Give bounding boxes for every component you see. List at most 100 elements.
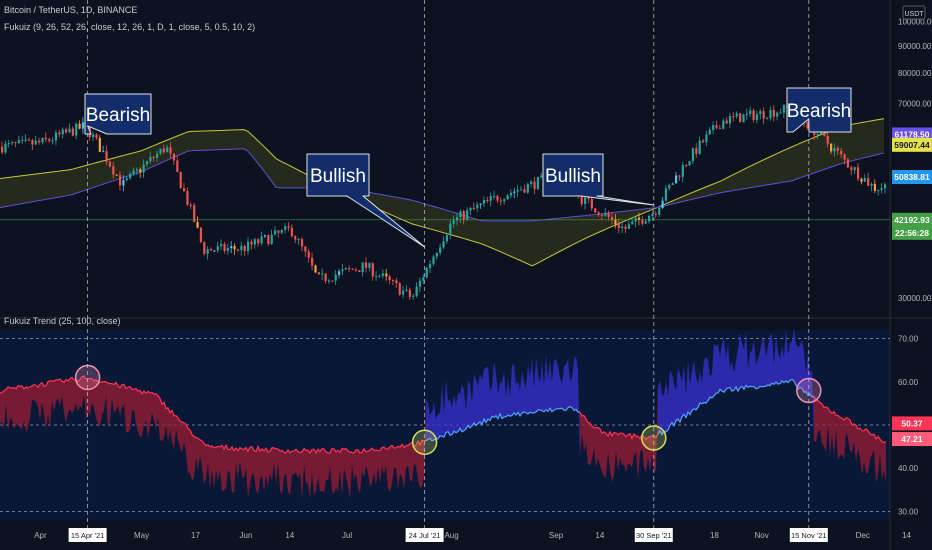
ichimoku-cloud bbox=[0, 118, 885, 267]
candle bbox=[698, 140, 701, 154]
candle bbox=[304, 246, 307, 252]
candle bbox=[1, 146, 4, 153]
candle bbox=[317, 272, 320, 275]
candle bbox=[98, 137, 101, 152]
candle bbox=[688, 161, 691, 166]
time-tick-highlight bbox=[789, 528, 828, 542]
candle bbox=[240, 245, 243, 251]
candle bbox=[604, 213, 607, 216]
candle bbox=[102, 151, 105, 153]
candle bbox=[135, 169, 138, 171]
candle bbox=[172, 153, 176, 161]
price-tick-label: 100000.00 bbox=[898, 18, 932, 27]
candle bbox=[621, 226, 624, 228]
candle bbox=[442, 241, 445, 248]
candle bbox=[54, 132, 58, 141]
candle bbox=[466, 210, 469, 220]
time-tick-label: Dec bbox=[856, 531, 870, 540]
candle bbox=[44, 137, 48, 140]
candle bbox=[354, 269, 358, 271]
candle bbox=[24, 139, 27, 141]
candle bbox=[277, 230, 280, 233]
candle bbox=[314, 265, 317, 273]
candle bbox=[695, 148, 698, 154]
time-tick-label: 30 Sep '21 bbox=[636, 531, 672, 540]
countdown-label-box bbox=[892, 225, 932, 240]
price-tick-label: 70000.00 bbox=[898, 100, 932, 109]
candle bbox=[755, 114, 759, 120]
time-tick-label: Jul bbox=[342, 531, 352, 540]
time-tick-label: Apr bbox=[34, 531, 47, 540]
callout-bearish bbox=[84, 93, 152, 135]
candle bbox=[482, 199, 486, 204]
candle bbox=[584, 197, 587, 204]
candle bbox=[853, 167, 856, 171]
candle bbox=[759, 111, 762, 115]
last-price-label: 50838.81 bbox=[894, 172, 930, 182]
candle bbox=[590, 199, 593, 209]
candle bbox=[334, 274, 337, 281]
candle bbox=[742, 114, 745, 123]
candle bbox=[247, 241, 250, 252]
candle bbox=[34, 140, 37, 145]
candle bbox=[769, 109, 772, 119]
candle bbox=[883, 184, 887, 189]
candle bbox=[115, 174, 118, 176]
candle bbox=[739, 113, 742, 123]
candle bbox=[51, 140, 54, 142]
candle bbox=[836, 148, 839, 151]
candle bbox=[816, 133, 819, 136]
candle bbox=[594, 208, 597, 213]
candle bbox=[371, 263, 374, 277]
candle bbox=[105, 151, 108, 162]
candle bbox=[270, 234, 273, 244]
candle bbox=[162, 148, 165, 153]
candle bbox=[250, 241, 253, 245]
candle bbox=[641, 219, 644, 224]
trend-tick-label: 30.00 bbox=[898, 507, 919, 516]
candle bbox=[459, 211, 462, 218]
candle bbox=[863, 178, 866, 182]
candle bbox=[627, 224, 631, 229]
candle bbox=[385, 273, 388, 277]
callout-bullish bbox=[542, 153, 655, 206]
time-tick-label: 14 bbox=[902, 531, 911, 540]
kumo-top-label: 61178.50 bbox=[895, 130, 930, 140]
candle bbox=[230, 246, 233, 249]
callouts: Bearish Bullish Bullish Bearish bbox=[84, 87, 852, 248]
candle bbox=[31, 140, 34, 145]
candle bbox=[735, 113, 738, 117]
candle bbox=[637, 217, 641, 220]
trend-bull-fill bbox=[426, 354, 580, 458]
candle bbox=[428, 263, 432, 268]
candle bbox=[324, 273, 327, 281]
candle bbox=[493, 195, 496, 197]
candle bbox=[614, 219, 617, 225]
time-tick-highlight bbox=[634, 528, 673, 542]
candle bbox=[745, 113, 748, 115]
candle bbox=[823, 131, 826, 136]
callout-label: Bullish bbox=[545, 166, 601, 187]
candle bbox=[223, 243, 226, 251]
time-tick-label: 15 Nov '21 bbox=[791, 531, 827, 540]
candle bbox=[846, 159, 850, 168]
time-tick-label: 14 bbox=[595, 531, 604, 540]
candle bbox=[186, 190, 189, 205]
candle bbox=[725, 120, 728, 124]
cloud-span-b-line bbox=[0, 148, 885, 222]
currency-badge[interactable] bbox=[902, 5, 926, 20]
candle bbox=[654, 213, 657, 215]
kumo-bottom-label: 59007.44 bbox=[894, 140, 930, 150]
callout-label: Bullish bbox=[310, 166, 366, 187]
time-axis: Apr 15 Apr '21 May 17 Jun 14 Jul 24 Jul '21 Aug S… bbox=[34, 528, 912, 542]
candle bbox=[402, 290, 405, 295]
candle bbox=[112, 166, 115, 175]
trend-value-red-box bbox=[892, 416, 932, 431]
candle bbox=[678, 175, 681, 177]
trend-value-red: 50.37 bbox=[901, 418, 923, 428]
kumo-bottom-label-box bbox=[892, 137, 932, 152]
candle bbox=[220, 243, 223, 247]
candle bbox=[257, 239, 260, 244]
candle bbox=[509, 192, 513, 196]
candle bbox=[705, 134, 708, 143]
